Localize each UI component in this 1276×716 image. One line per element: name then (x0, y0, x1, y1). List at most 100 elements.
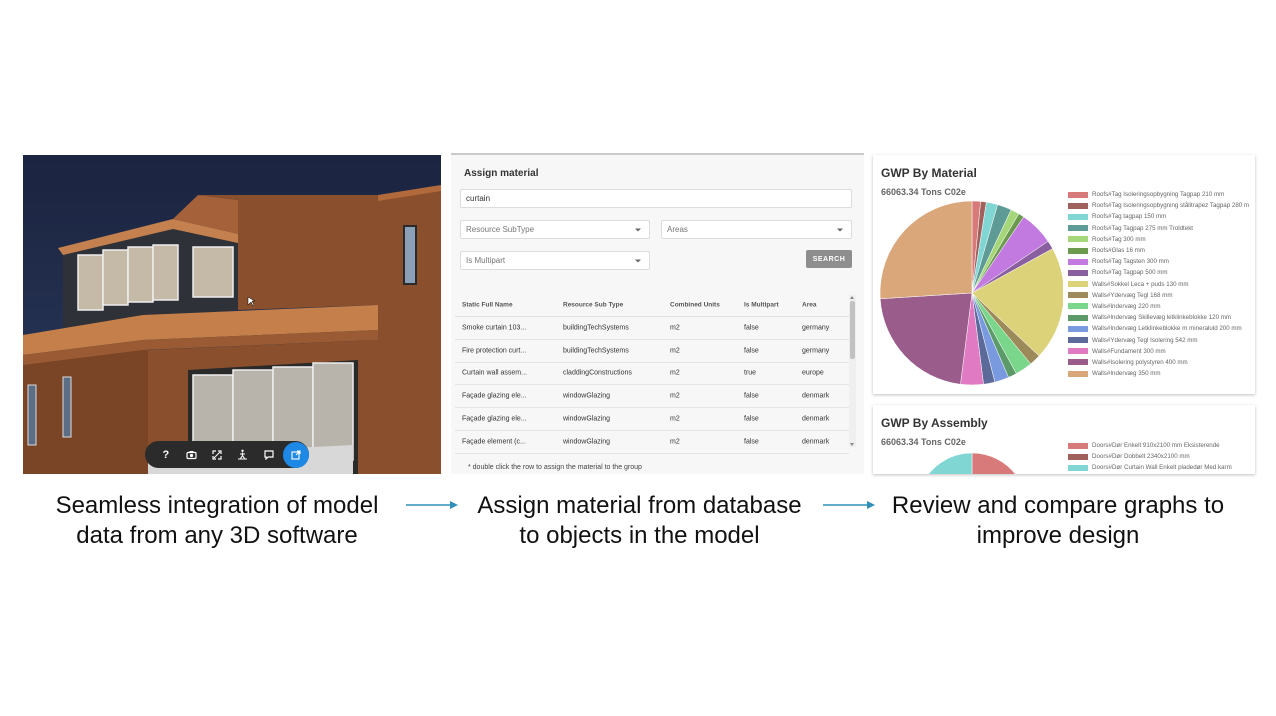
legend-item[interactable]: Walls#Sokkel Leca + puds 130 mm (1068, 279, 1249, 290)
column-header[interactable]: Resource Sub Type (563, 301, 624, 308)
table-cell: buildingTechSystems (563, 347, 629, 355)
legend-swatch (1068, 269, 1088, 276)
legend-item[interactable]: Doors#Dør Curtain Wall Enkelt pladedør M… (1068, 462, 1232, 473)
legend-swatch (1068, 213, 1088, 220)
table-row[interactable]: Façade element (c... windowGlazing m2 fa… (455, 431, 849, 454)
column-header[interactable]: Area (802, 301, 817, 308)
table-cell: windowGlazing (563, 438, 611, 446)
legend-label: Walls#Fundament 300 mm (1092, 347, 1166, 355)
legend-item[interactable]: Doors#Dør Dobbelt 2340x2100 mm (1068, 451, 1232, 462)
legend-item[interactable]: Walls#Fundament 300 mm (1068, 346, 1249, 357)
legend-item[interactable]: Walls#Indervæg 350 mm (1068, 368, 1249, 379)
table-cell: windowGlazing (563, 392, 611, 400)
legend-item[interactable]: Walls#Indervæg Skillevæg letklinkeblokke… (1068, 312, 1249, 323)
gwp-material-pie-chart[interactable] (873, 195, 1063, 394)
table-row[interactable]: Façade glazing ele... windowGlazing m2 f… (455, 385, 849, 409)
table-cell: claddingConstructions (563, 369, 632, 377)
table-row[interactable]: Smoke curtain 103... buildingTechSystems… (455, 317, 849, 340)
legend-item[interactable]: Roofs#Tag Tagsten 300 mm (1068, 256, 1249, 267)
camera-button[interactable] (179, 442, 205, 468)
column-header[interactable]: Static Full Name (462, 301, 513, 308)
legend-item[interactable]: Roofs#Tag 300 mm (1068, 234, 1249, 245)
legend-swatch (1068, 325, 1088, 332)
legend-item[interactable]: Walls#Ydervæg Tegl Isolering 542 mm (1068, 334, 1249, 345)
legend-item[interactable]: Walls#Indervæg Letklinkeblokke m mineral… (1068, 323, 1249, 334)
table-scrollbar[interactable] (849, 295, 856, 447)
search-input[interactable]: curtain (460, 189, 852, 208)
legend-label: Doors#Dør Curtain Wall Enkelt pladedør M… (1092, 464, 1232, 472)
caption-line: improve design (976, 522, 1140, 549)
legend-item[interactable]: Roofs#Tag tagpap 150 mm (1068, 211, 1249, 222)
is-multipart-select[interactable]: Is Multipart (460, 251, 650, 270)
open-external-icon (291, 449, 301, 460)
scroll-up-icon[interactable] (850, 296, 854, 299)
legend-label: Walls#Indervæg Skillevæg letklinkeblokke… (1092, 314, 1232, 322)
legend-item[interactable]: Roofs#Tag Isoleringsopbygning stålitrape… (1068, 200, 1249, 211)
walk-button[interactable] (230, 442, 256, 468)
table-cell: europe (802, 369, 824, 377)
legend-swatch (1068, 370, 1088, 377)
resource-subtype-select[interactable]: Resource SubType (460, 220, 650, 239)
legend-item[interactable]: Walls#Indervæg 220 mm (1068, 301, 1249, 312)
model-viewer[interactable]: ? (23, 155, 441, 474)
legend-item[interactable]: Roofs#Tag Tagpap 275 mm Troldtekt (1068, 223, 1249, 234)
scroll-down-icon[interactable] (850, 443, 854, 446)
pie-slice[interactable] (971, 248, 1063, 357)
caption-line: data from any 3D software (76, 522, 358, 549)
resource-subtype-placeholder: Resource SubType (466, 225, 535, 234)
gwp-assembly-pie-chart[interactable] (873, 450, 1063, 474)
pie-slice[interactable] (971, 452, 1027, 474)
legend-item[interactable]: Roofs#Glas 16 mm (1068, 245, 1249, 256)
chevron-down-icon (635, 259, 641, 262)
fullscreen-button[interactable] (204, 442, 230, 468)
is-multipart-placeholder: Is Multipart (466, 256, 506, 265)
table-cell: false (744, 415, 759, 423)
legend-label: Roofs#Tag Tagpap 275 mm Troldtekt (1092, 224, 1194, 232)
legend-swatch (1068, 337, 1088, 344)
scrollbar-thumb[interactable] (850, 301, 855, 359)
areas-placeholder: Areas (667, 225, 688, 234)
help-button[interactable]: ? (153, 442, 179, 468)
pie-slice[interactable] (917, 452, 973, 474)
pie-slice[interactable] (879, 200, 973, 300)
comment-button[interactable] (256, 442, 282, 468)
legend-item[interactable]: Walls#Ydervæg Tegl 168 mm (1068, 290, 1249, 301)
materials-table: Static Full Name Resource Sub Type Combi… (455, 293, 849, 454)
areas-select[interactable]: Areas (661, 220, 852, 239)
chevron-down-icon (635, 228, 641, 231)
legend-swatch (1068, 314, 1088, 321)
table-row[interactable]: Façade glazing ele... windowGlazing m2 f… (455, 408, 849, 431)
legend-swatch (1068, 453, 1088, 460)
caption-line: to objects in the model (519, 522, 760, 549)
legend-swatch (1068, 225, 1088, 232)
legend-item[interactable]: Roofs#Tag Isoleringsopbygning Tagpap 210… (1068, 189, 1249, 200)
column-header[interactable]: Combined Units (670, 301, 720, 308)
chart-total: 66063.34 Tons C02e (881, 437, 966, 447)
table-row[interactable]: Curtain wall assem... claddingConstructi… (455, 363, 849, 386)
legend-label: Roofs#Tag 300 mm (1092, 235, 1146, 243)
arrow-right-icon (823, 501, 875, 509)
legend-label: Roofs#Glas 16 mm (1092, 247, 1145, 255)
pie-slice[interactable] (879, 292, 973, 385)
table-cell: false (744, 392, 759, 400)
legend-swatch (1068, 292, 1088, 299)
table-cell: m2 (670, 438, 680, 446)
legend-item[interactable]: Roofs#Tag Tagpap 500 mm (1068, 267, 1249, 278)
open-external-button[interactable] (283, 441, 310, 468)
legend-item[interactable]: Doors#Dør Enkelt 910x2100 mm Eksisterend… (1068, 440, 1232, 451)
column-header[interactable]: Is Multipart (744, 301, 779, 308)
legend-swatch (1068, 359, 1088, 366)
legend-label: Roofs#Tag Tagsten 300 mm (1092, 258, 1169, 266)
legend-item[interactable]: Walls#Isolering polystyren 400 mm (1068, 357, 1249, 368)
table-row[interactable]: Fire protection curt... buildingTechSyst… (455, 340, 849, 363)
building-model-render (23, 155, 441, 474)
legend-swatch (1068, 464, 1088, 471)
table-cell: m2 (670, 324, 680, 332)
table-cell: false (744, 438, 759, 446)
panel-title: Assign material (464, 168, 539, 179)
search-button[interactable]: SEARCH (806, 250, 852, 268)
legend-swatch (1068, 202, 1088, 209)
walk-icon (238, 449, 248, 460)
caption-line: Review and compare graphs to (891, 492, 1225, 519)
viewer-toolbar: ? (145, 441, 310, 468)
